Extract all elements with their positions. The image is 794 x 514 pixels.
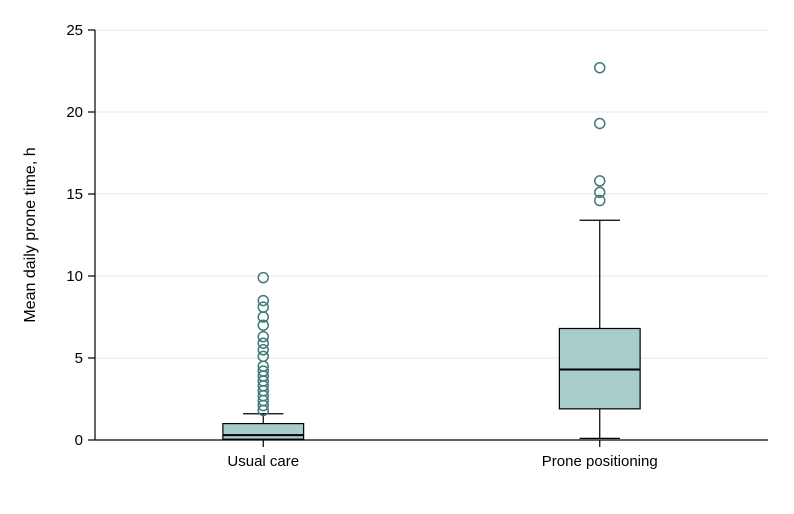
chart-svg: 0 5 10 15 20 25 Mean daily prone time, h Usual … bbox=[0, 0, 794, 514]
outlier bbox=[595, 63, 605, 73]
outlier bbox=[258, 296, 268, 306]
y-tick-label: 25 bbox=[66, 22, 83, 39]
outlier bbox=[258, 273, 268, 283]
y-axis-label: Mean daily prone time, h bbox=[22, 147, 39, 322]
y-tick-label: 15 bbox=[66, 186, 83, 203]
boxplot-chart: 0 5 10 15 20 25 Mean daily prone time, h Usual … bbox=[0, 0, 794, 514]
y-tick-label: 10 bbox=[66, 268, 83, 285]
box bbox=[223, 424, 304, 440]
x-category-label: Usual care bbox=[227, 453, 299, 470]
outlier bbox=[595, 176, 605, 186]
outlier bbox=[258, 332, 268, 342]
x-category-label: Prone positioning bbox=[542, 453, 658, 470]
outlier bbox=[595, 118, 605, 128]
y-tick-label: 20 bbox=[66, 104, 83, 121]
y-tick-label: 0 bbox=[75, 432, 83, 449]
y-tick-label: 5 bbox=[75, 350, 83, 367]
